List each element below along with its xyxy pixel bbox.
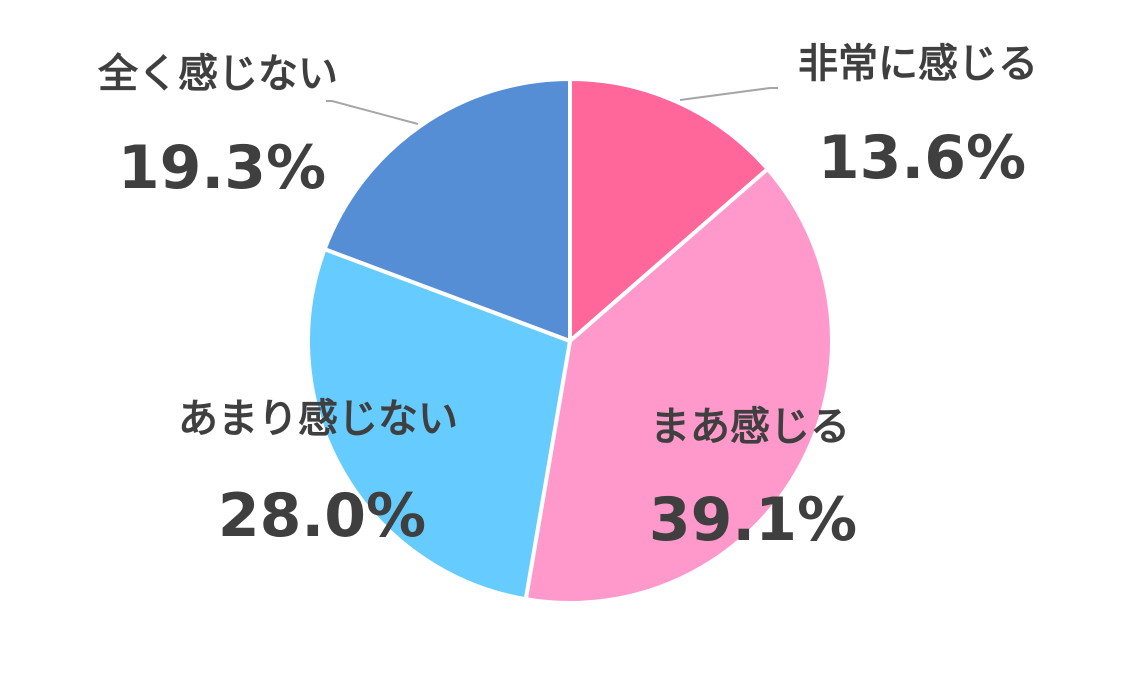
pie-slices bbox=[306, 77, 834, 605]
pie-slice-0 bbox=[568, 77, 770, 343]
slice-label-3-name: 全く感じない bbox=[97, 51, 338, 97]
slice-label-1-value: 39.1% bbox=[649, 485, 857, 555]
pie-slice-1 bbox=[523, 166, 834, 605]
pie-slice-2 bbox=[306, 247, 572, 602]
slice-label-2-name: あまり感じない bbox=[178, 396, 458, 442]
slice-label-0-value: 13.6% bbox=[818, 123, 1026, 193]
leader-line-0 bbox=[679, 87, 778, 101]
pie-slice-3 bbox=[322, 77, 572, 343]
leader-lines bbox=[326, 87, 778, 125]
leader-line-3 bbox=[326, 100, 419, 125]
slice-label-3-value: 19.3% bbox=[118, 133, 326, 203]
slice-label-0-name: 非常に感じる bbox=[798, 41, 1038, 87]
slice-label-1-name: まあ感じる bbox=[650, 404, 850, 450]
slice-labels: 非常に感じる 13.6% まあ感じる 39.1% あまり感じない 28.0% 全… bbox=[97, 41, 1038, 555]
slice-label-2-value: 28.0% bbox=[218, 481, 426, 551]
